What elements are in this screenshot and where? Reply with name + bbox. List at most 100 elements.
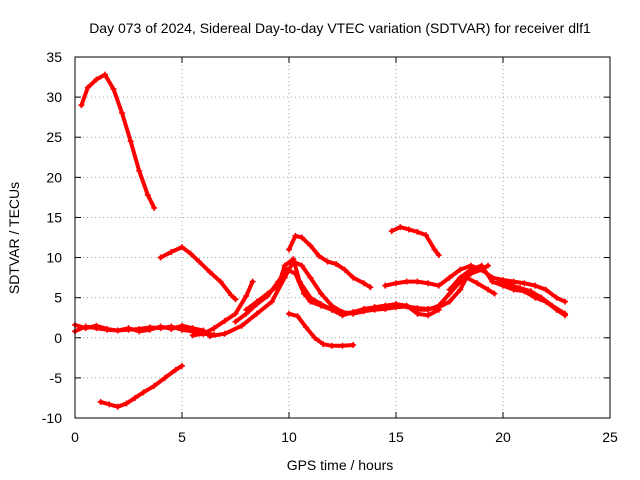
data-point [114, 403, 121, 410]
data-point [157, 323, 164, 330]
data-point [393, 280, 399, 287]
data-point [414, 278, 421, 285]
data-point [467, 266, 474, 273]
data-point [275, 282, 282, 289]
chart-title: Day 073 of 2024, Sidereal Day-to-day VTE… [89, 20, 591, 36]
data-point [264, 290, 271, 297]
series-line [98, 363, 184, 409]
data-point [200, 330, 207, 337]
data-point [179, 362, 185, 369]
data-point [422, 232, 429, 239]
data-point [146, 326, 153, 333]
data-point [307, 294, 314, 301]
data-point [253, 298, 260, 305]
data-point [457, 274, 464, 281]
data-point [510, 278, 517, 285]
data-point [286, 310, 292, 317]
data-point [360, 306, 367, 313]
data-point [425, 312, 432, 319]
data-point [206, 268, 213, 275]
data-point [328, 342, 335, 349]
data-point [238, 322, 245, 329]
data-point [290, 256, 297, 263]
data-point [562, 310, 569, 317]
data-point [562, 298, 569, 305]
data-point [393, 301, 399, 308]
data-point [104, 325, 111, 332]
data-point [151, 382, 158, 389]
data-point [382, 302, 389, 309]
series-arc-13 [388, 224, 442, 259]
x-tick-label: 25 [602, 429, 618, 445]
y-axis-label: SDTVAR / TECUs [6, 182, 22, 294]
series-line [79, 72, 157, 210]
y-tick-label: -5 [50, 370, 63, 386]
data-point [136, 328, 143, 335]
data-point [232, 310, 239, 317]
data-point [350, 274, 357, 281]
y-tick-label: 10 [46, 250, 62, 266]
series-arc-11 [286, 310, 357, 349]
data-point [243, 293, 250, 300]
data-point [101, 71, 108, 78]
data-point [341, 266, 348, 273]
data-point [403, 302, 410, 309]
data-point [506, 281, 513, 288]
data-point [324, 258, 331, 265]
data-point [485, 286, 492, 293]
axis-ticks: 0 5 10 15 20 25 -10 -5 0 5 10 15 20 25 30 35 [42, 49, 618, 445]
data-point [211, 325, 218, 332]
data-point [360, 280, 367, 287]
data-point [350, 309, 357, 316]
data-point [189, 325, 196, 332]
data-point [315, 252, 322, 259]
data-point [221, 330, 228, 337]
data-point [435, 252, 442, 259]
data-point [151, 204, 158, 211]
data-point [333, 260, 340, 267]
data-point [495, 278, 502, 285]
series-arc-10 [286, 232, 374, 291]
data-point [84, 84, 91, 91]
data-point [350, 341, 357, 348]
data-point [405, 226, 412, 233]
data-point [249, 278, 256, 285]
data-point [294, 313, 301, 320]
data-point [140, 389, 147, 396]
data-point [320, 341, 327, 348]
data-point [93, 76, 100, 83]
data-point [281, 262, 288, 269]
data-point [196, 258, 203, 265]
series-line [287, 311, 356, 348]
data-point [435, 306, 442, 313]
data-point [179, 322, 185, 329]
data-point [485, 262, 492, 269]
data-point [425, 306, 432, 313]
data-point [221, 317, 228, 324]
series-arc-8 [232, 262, 492, 325]
data-point [106, 401, 113, 408]
data-point [414, 310, 421, 317]
data-point [127, 138, 134, 145]
series-arc-6 [189, 278, 256, 339]
data-point [339, 342, 346, 349]
series-line [207, 259, 469, 339]
data-point [296, 278, 303, 285]
y-tick-label: 35 [46, 49, 62, 65]
data-point [114, 327, 121, 334]
series-arc-3 [97, 362, 185, 410]
data-point [382, 282, 389, 289]
data-point [549, 302, 556, 309]
data-point [542, 286, 549, 293]
series-line [158, 245, 238, 302]
data-point [431, 246, 438, 253]
data-point [538, 294, 545, 301]
data-point [397, 224, 404, 231]
data-point [371, 304, 378, 311]
data-point [144, 191, 151, 198]
data-point [232, 318, 239, 325]
data-point [268, 298, 275, 305]
data-point [435, 282, 442, 289]
data-point [110, 86, 117, 93]
